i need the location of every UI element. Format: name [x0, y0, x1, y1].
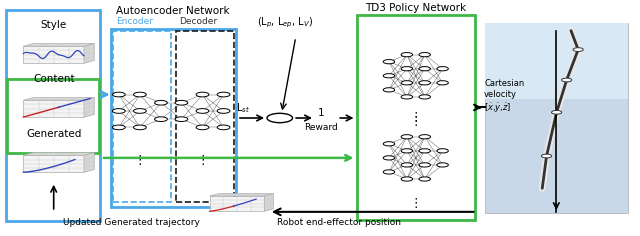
Circle shape [113, 109, 125, 113]
Circle shape [217, 125, 230, 130]
FancyBboxPatch shape [484, 23, 628, 213]
Circle shape [134, 92, 147, 97]
Circle shape [437, 163, 449, 167]
Circle shape [437, 149, 449, 153]
Circle shape [217, 92, 230, 97]
Circle shape [401, 163, 413, 167]
Polygon shape [24, 153, 94, 155]
Circle shape [155, 100, 168, 105]
Polygon shape [210, 194, 273, 196]
Circle shape [437, 67, 449, 71]
Polygon shape [84, 44, 94, 63]
Polygon shape [24, 155, 84, 172]
Polygon shape [84, 97, 94, 117]
Circle shape [419, 95, 431, 99]
Text: ⋮: ⋮ [410, 111, 422, 125]
Circle shape [419, 177, 431, 181]
Circle shape [401, 177, 413, 181]
Circle shape [175, 100, 188, 105]
Circle shape [383, 142, 395, 146]
Circle shape [196, 125, 209, 130]
Polygon shape [24, 46, 84, 63]
Polygon shape [210, 196, 264, 211]
Polygon shape [84, 153, 94, 172]
Circle shape [401, 81, 413, 85]
Circle shape [175, 117, 188, 122]
Circle shape [419, 135, 431, 139]
Circle shape [134, 109, 147, 113]
Text: Robot end-effector position: Robot end-effector position [277, 218, 401, 227]
Circle shape [383, 74, 395, 78]
Circle shape [419, 67, 431, 71]
Circle shape [113, 125, 125, 130]
Circle shape [383, 88, 395, 92]
Polygon shape [24, 100, 84, 117]
Circle shape [561, 78, 572, 82]
Text: Autoencoder Network: Autoencoder Network [116, 6, 230, 16]
Circle shape [401, 149, 413, 153]
Text: Style: Style [40, 20, 67, 30]
Text: Updated Generated trajectory: Updated Generated trajectory [63, 218, 200, 227]
Circle shape [419, 149, 431, 153]
Circle shape [383, 156, 395, 160]
Text: TD3 Policy Network: TD3 Policy Network [365, 3, 467, 13]
Circle shape [401, 95, 413, 99]
Polygon shape [24, 97, 94, 100]
Circle shape [419, 81, 431, 85]
Text: ⋮: ⋮ [196, 154, 209, 167]
Circle shape [196, 92, 209, 97]
Circle shape [113, 92, 125, 97]
Circle shape [383, 170, 395, 174]
Circle shape [217, 109, 230, 113]
Text: Cartesian
velocity
[$\dot{x}$,$\dot{y}$,$\dot{z}$]: Cartesian velocity [$\dot{x}$,$\dot{y}$,… [484, 79, 524, 114]
Circle shape [401, 135, 413, 139]
Text: 1: 1 [318, 108, 324, 118]
Text: Generated: Generated [26, 129, 81, 139]
Circle shape [437, 81, 449, 85]
Circle shape [541, 154, 552, 158]
Text: L$_{st}$: L$_{st}$ [236, 101, 250, 115]
Text: Reward: Reward [305, 123, 338, 132]
Circle shape [134, 125, 147, 130]
Circle shape [573, 48, 583, 51]
Circle shape [267, 113, 292, 123]
Circle shape [401, 67, 413, 71]
Circle shape [552, 110, 562, 114]
FancyBboxPatch shape [484, 23, 628, 99]
Polygon shape [24, 44, 94, 46]
Circle shape [401, 53, 413, 57]
Text: Encoder: Encoder [116, 17, 154, 26]
Circle shape [155, 117, 168, 122]
Circle shape [419, 53, 431, 57]
Polygon shape [264, 194, 273, 211]
Circle shape [419, 163, 431, 167]
Text: ⋮: ⋮ [410, 115, 422, 128]
Text: Decoder: Decoder [180, 17, 218, 26]
Text: (L$_p$, L$_{ep}$, L$_V$): (L$_p$, L$_{ep}$, L$_V$) [257, 16, 313, 30]
Circle shape [383, 59, 395, 64]
Text: Content: Content [33, 74, 74, 84]
Text: ⋮: ⋮ [134, 154, 146, 167]
Text: ⋮: ⋮ [410, 197, 422, 210]
Circle shape [196, 109, 209, 113]
